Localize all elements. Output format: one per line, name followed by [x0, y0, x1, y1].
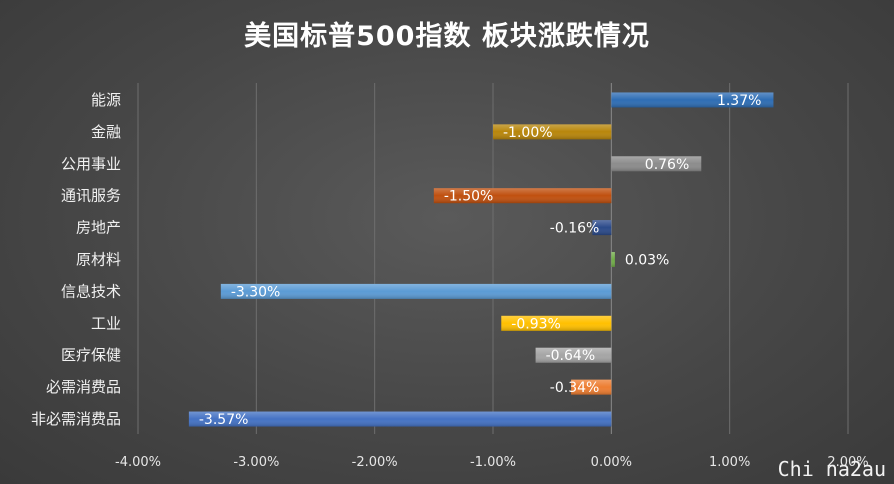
data-label: -0.16%: [550, 221, 600, 237]
chart-title: 美国标普500指数 板块涨跌情况: [244, 21, 650, 52]
x-tick-label: -1.00%: [470, 455, 516, 470]
bar-sheen: [571, 379, 612, 395]
data-label: -0.64%: [546, 348, 596, 364]
category-label: 原材料: [76, 251, 121, 269]
category-label: 能源: [91, 91, 121, 109]
bar-sheen: [493, 124, 612, 140]
category-label: 公用事业: [61, 155, 121, 173]
category-label: 医疗保健: [61, 346, 121, 364]
bar-sheen: [611, 252, 615, 267]
data-label: 0.03%: [625, 253, 669, 269]
data-label: -0.93%: [511, 316, 561, 332]
watermark: Chi na2au: [777, 457, 886, 481]
bar-sheen: [220, 283, 612, 299]
category-label: 工业: [91, 314, 121, 332]
category-label: 信息技术: [61, 282, 121, 300]
data-label: 0.76%: [645, 157, 689, 173]
bar-sheen: [188, 411, 612, 427]
bar-sheen: [433, 188, 612, 204]
category-label: 金融: [91, 123, 121, 141]
data-label: -1.00%: [503, 125, 553, 141]
bar-sheen: [535, 347, 612, 363]
x-tick-label: -4.00%: [115, 455, 161, 470]
data-label: -3.30%: [231, 284, 281, 300]
x-tick-label: -2.00%: [352, 455, 398, 470]
data-label: -3.57%: [199, 412, 249, 428]
bar-sheen: [611, 156, 702, 172]
category-label: 必需消费品: [46, 378, 121, 396]
bar-sheen: [501, 315, 612, 331]
category-label: 通讯服务: [61, 187, 121, 205]
category-label: 非必需消费品: [31, 410, 121, 428]
category-label: 房地产: [76, 219, 121, 237]
x-tick-label: 2.00%: [827, 455, 868, 470]
data-label: -1.50%: [444, 189, 494, 205]
bar-sheen: [611, 92, 774, 108]
data-label: 1.37%: [717, 93, 761, 109]
x-tick-label: 0.00%: [591, 455, 632, 470]
x-tick-label: -3.00%: [233, 455, 279, 470]
bar-sheen: [592, 220, 612, 236]
data-label: -0.34%: [550, 380, 600, 396]
x-tick-label: 1.00%: [709, 455, 750, 470]
